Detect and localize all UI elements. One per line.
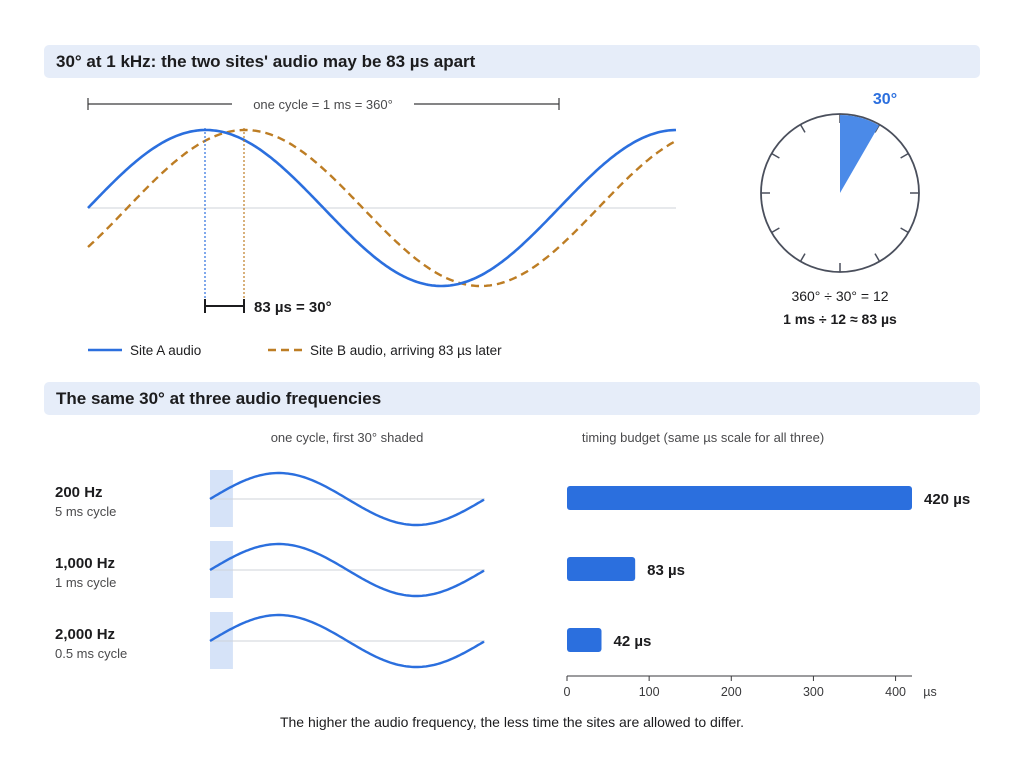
axis-tick-label: 400 — [885, 685, 906, 699]
dial-tick — [900, 152, 909, 159]
section1-header: 30° at 1 kHz: the two sites' audio may b… — [44, 45, 980, 78]
budget-bar — [567, 486, 912, 510]
offset-bracket — [204, 299, 245, 313]
wave-column-header: one cycle, first 30° shaded — [271, 430, 424, 445]
cycle-length-label: 0.5 ms cycle — [55, 646, 127, 661]
section2-header: The same 30° at three audio frequencies — [44, 382, 980, 415]
cycle-span-label: one cycle = 1 ms = 360° — [253, 97, 393, 112]
phase-dial — [760, 113, 920, 273]
dial-tick — [799, 253, 806, 262]
budget-value-label: 42 µs — [614, 633, 652, 650]
dial-tick — [799, 124, 806, 133]
dial-tick — [900, 227, 909, 234]
site-a-wave — [87, 128, 677, 288]
axis-unit-label: µs — [923, 685, 936, 699]
frequency-label: 1,000 Hz — [55, 555, 115, 572]
frequency-row: 200 Hz 5 ms cycle 420 µs — [55, 470, 970, 527]
row-wave — [209, 471, 485, 527]
legend-site-a-label: Site A audio — [130, 343, 201, 358]
dial-tick — [771, 227, 780, 234]
budget-value-label: 83 µs — [647, 562, 685, 579]
dial-calc-line1: 360° ÷ 30° = 12 — [791, 288, 888, 304]
section2-title: The same 30° at three audio frequencies — [56, 389, 382, 408]
cycle-length-label: 5 ms cycle — [55, 504, 116, 519]
axis-tick-label: 100 — [639, 685, 660, 699]
bar-column-header: timing budget (same µs scale for all thr… — [582, 430, 824, 445]
budget-value-label: 420 µs — [924, 491, 970, 508]
dial-calc-line2: 1 ms ÷ 12 ≈ 83 µs — [783, 311, 897, 327]
frequency-label: 2,000 Hz — [55, 626, 115, 643]
budget-bar — [567, 557, 636, 581]
frequency-row: 2,000 Hz 0.5 ms cycle 42 µs — [55, 612, 651, 669]
dial-tick — [874, 253, 881, 262]
budget-axis: 0 100 200 300 400 µs — [564, 675, 937, 699]
row-wave — [209, 613, 485, 669]
legend-site-b-label: Site B audio, arriving 83 µs later — [310, 343, 502, 358]
axis-tick-label: 300 — [803, 685, 824, 699]
dial-angle-label: 30° — [873, 91, 897, 108]
cycle-span — [87, 98, 560, 110]
footer-note: The higher the audio frequency, the less… — [280, 714, 744, 730]
site-b-wave — [87, 128, 677, 288]
section1-title: 30° at 1 kHz: the two sites' audio may b… — [56, 52, 476, 71]
axis-tick-label: 0 — [564, 685, 571, 699]
budget-bar — [567, 628, 602, 652]
dial-tick — [771, 152, 780, 159]
dial-wedge — [840, 115, 879, 193]
frequency-label: 200 Hz — [55, 484, 103, 501]
axis-tick-label: 200 — [721, 685, 742, 699]
offset-label: 83 µs = 30° — [254, 299, 332, 316]
frequency-rows: 200 Hz 5 ms cycle 420 µs 1,000 Hz 1 ms cycle… — [55, 470, 970, 669]
cycle-length-label: 1 ms cycle — [55, 575, 116, 590]
row-wave — [209, 542, 485, 598]
frequency-row: 1,000 Hz 1 ms cycle 83 µs — [55, 541, 685, 598]
